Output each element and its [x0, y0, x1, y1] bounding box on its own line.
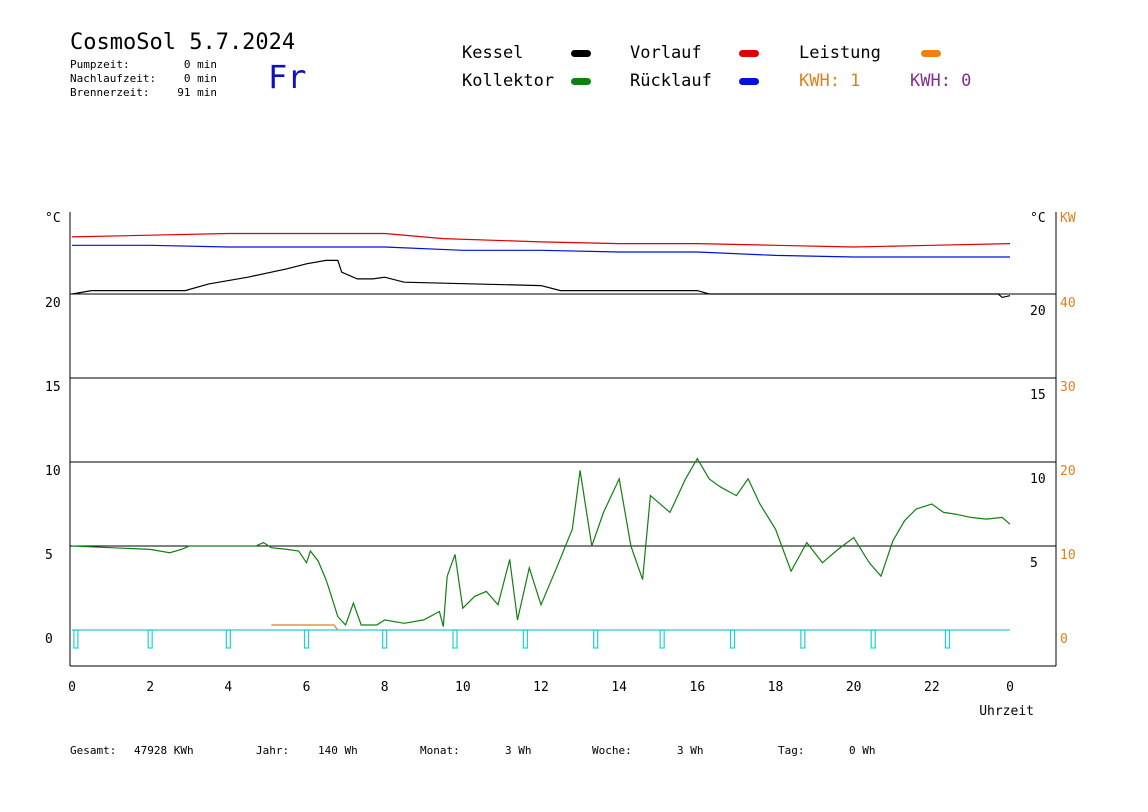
footer-jahr-label: Jahr:: [256, 744, 290, 757]
left-unit-label: °C: [45, 211, 61, 226]
power-tick-label: 30: [1060, 380, 1076, 395]
power-tick-label: 10: [1060, 548, 1076, 563]
legend-leistung-swatch: [921, 50, 941, 57]
legend-kessel-swatch: [571, 50, 591, 57]
right-unit-label: °C: [1030, 211, 1046, 226]
pump-pulse: [659, 629, 665, 649]
footer-gesamt-label: Gesamt:: [70, 744, 117, 757]
series-vorlauf: [71, 232, 1011, 248]
pump-pulse: [73, 629, 79, 649]
pump-pulse: [147, 629, 153, 649]
series-rcklauf: [72, 244, 1010, 258]
legend-leistung-label: Leistung: [799, 43, 881, 63]
right-tick-label: 15: [1030, 388, 1046, 403]
x-tick-label: 0: [68, 680, 76, 695]
legend-vorlauf-label: Vorlauf: [630, 43, 702, 63]
left-tick-label: 10: [45, 464, 61, 479]
footer-tag-value: 0 Wh: [849, 744, 876, 757]
power-tick-label: 20: [1060, 464, 1076, 479]
brennerzeit-label: Brennerzeit:: [70, 86, 150, 99]
right-tick-label: 20: [1030, 304, 1046, 319]
series-kessel: [71, 259, 1011, 299]
pump-pulse: [303, 629, 310, 649]
power-tick-label: 40: [1060, 296, 1076, 311]
pump-pulse: [225, 629, 231, 649]
left-tick-label: 15: [45, 380, 61, 395]
pump-pulse: [729, 629, 736, 649]
footer-woche-value: 3 Wh: [677, 744, 704, 757]
footer-gesamt-value: 47928 KWh: [134, 744, 194, 757]
right-tick-label: 5: [1030, 556, 1038, 571]
x-axis-title: Uhrzeit: [979, 704, 1034, 719]
legend-kollektor-swatch: [571, 78, 591, 85]
pump-pulse: [382, 629, 388, 649]
page-title: CosmoSol 5.7.2024: [70, 30, 296, 55]
right-tick-label: 10: [1030, 472, 1046, 487]
footer-tag-label: Tag:: [778, 744, 805, 757]
chart-labels: °C °C KW 0 5 10 15 20 5 10 15 20 0 10 20 30 40 0 2 4 6 8 10 12 1…: [45, 211, 1076, 719]
x-tick-label: 16: [690, 680, 706, 695]
left-tick-label: 5: [45, 548, 53, 563]
x-tick-label: 8: [381, 680, 389, 695]
chart-series: [71, 232, 1011, 631]
legend-ruecklauf-swatch: [739, 78, 759, 85]
left-tick-label: 20: [45, 296, 61, 311]
x-tick-label: 12: [533, 680, 549, 695]
brennerzeit-value: 91 min: [177, 86, 217, 99]
x-tick-label: 2: [146, 680, 154, 695]
x-tick-label: 0: [1006, 680, 1014, 695]
pump-pulse: [452, 629, 458, 649]
footer-monat-label: Monat:: [420, 744, 460, 757]
x-tick-label: 10: [455, 680, 471, 695]
x-tick-label: 14: [611, 680, 627, 695]
pumpzeit-value: 0 min: [183, 58, 217, 71]
pump-pulse: [522, 629, 528, 649]
pump-line: [72, 629, 1010, 649]
legend-vorlauf-swatch: [739, 50, 759, 57]
nachlaufzeit-label: Nachlaufzeit:: [70, 72, 157, 85]
footer-jahr-value: 140 Wh: [318, 744, 358, 757]
footer-monat-value: 3 Wh: [505, 744, 532, 757]
x-tick-label: 6: [303, 680, 311, 695]
x-tick-label: 20: [846, 680, 862, 695]
series-leistung: [271, 624, 339, 631]
x-tick-label: 18: [768, 680, 784, 695]
chart-grid: [69, 212, 1057, 667]
kwh-value-2: KWH: 0: [910, 71, 972, 91]
legend-kessel-label: Kessel: [462, 43, 524, 63]
power-tick-label: 0: [1060, 632, 1068, 647]
kwh-value-1: KWH: 1: [799, 71, 861, 91]
legend-kollektor-label: Kollektor: [462, 71, 555, 91]
pumpzeit-label: Pumpzeit:: [70, 58, 130, 71]
pump-pulse: [944, 629, 951, 649]
x-tick-label: 4: [224, 680, 232, 695]
series-kollektor: [71, 457, 1011, 627]
pump-pulse: [593, 629, 599, 649]
nachlaufzeit-value: 0 min: [183, 72, 217, 85]
pump-pulse: [870, 629, 876, 649]
x-tick-label: 22: [924, 680, 940, 695]
legend-ruecklauf-label: Rücklauf: [630, 71, 712, 91]
footer-woche-label: Woche:: [592, 744, 632, 757]
pump-pulse: [800, 629, 806, 649]
weekday-label: Fr: [268, 58, 307, 96]
left-tick-label: 0: [45, 632, 53, 647]
power-unit-label: KW: [1060, 211, 1076, 226]
